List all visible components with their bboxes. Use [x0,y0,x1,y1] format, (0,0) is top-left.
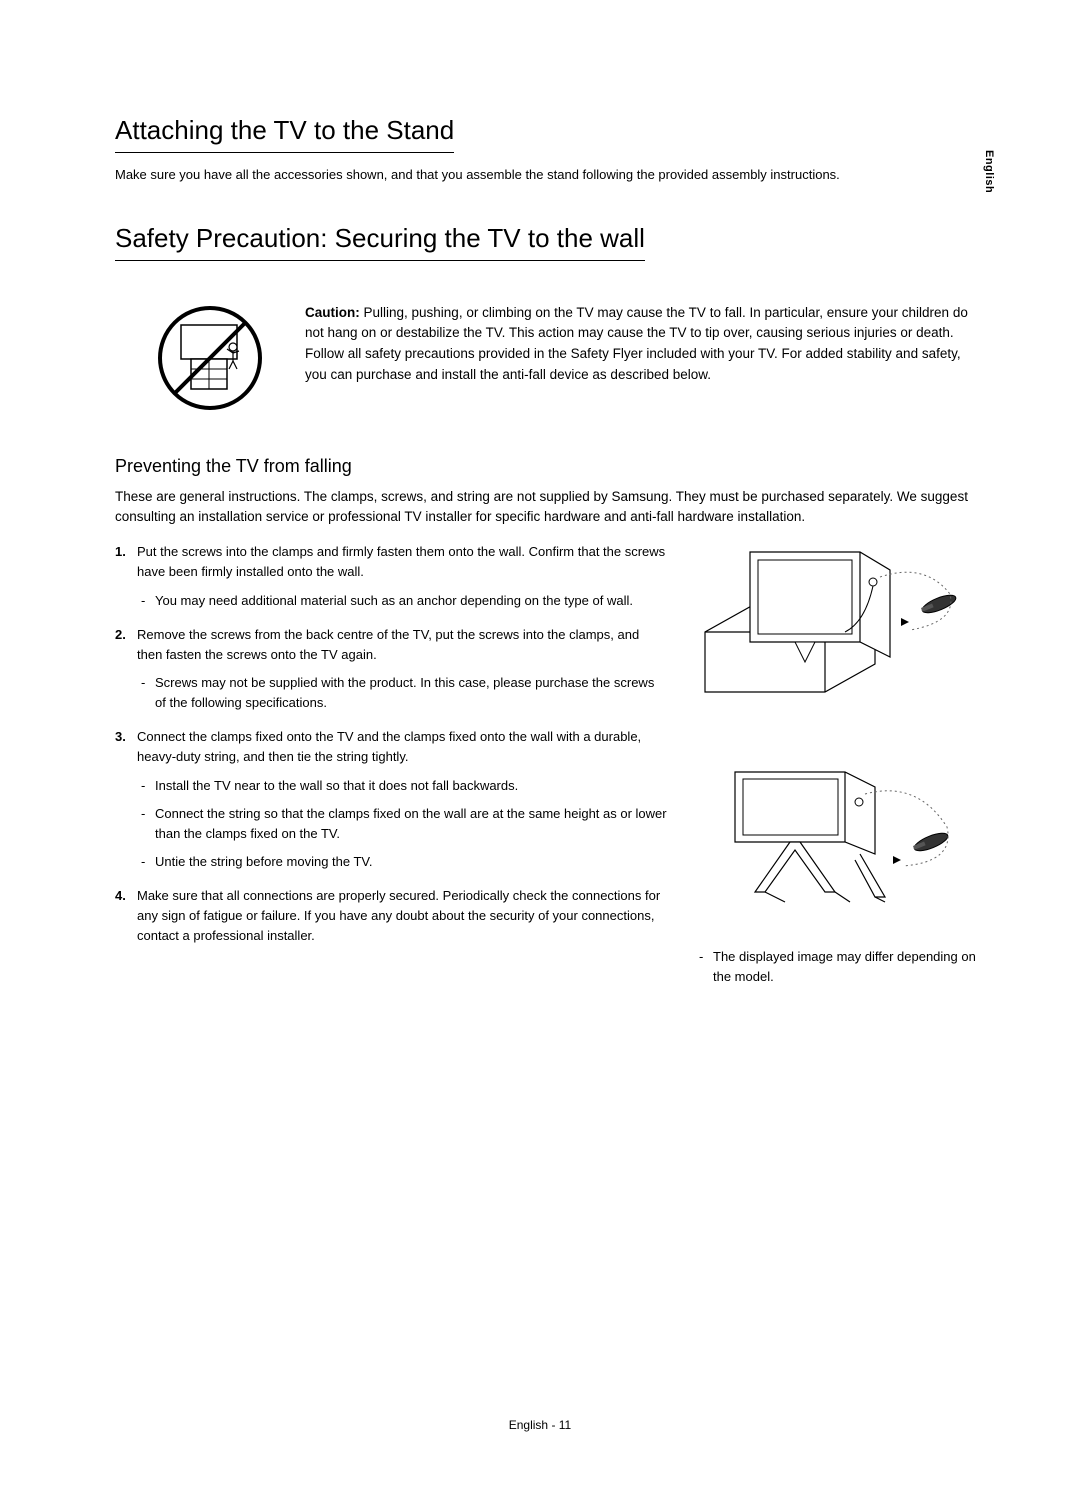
caution-body: Pulling, pushing, or climbing on the TV … [305,305,968,383]
step-sublist: Screws may not be supplied with the prod… [137,673,667,713]
tv-on-stand-illustration [695,762,980,927]
step-sub-item: Connect the string so that the clamps fi… [137,804,667,844]
section1-heading: Attaching the TV to the Stand [115,115,454,153]
no-climb-icon [115,303,265,418]
step-sub-item: Install the TV near to the wall so that … [137,776,667,796]
caution-text: Caution: Pulling, pushing, or climbing o… [305,303,980,418]
step-sub-item: You may need additional material such as… [137,591,667,611]
section3-heading: Preventing the TV from falling [115,456,980,477]
steps-column: Put the screws into the clamps and firml… [115,542,667,986]
section3-general: These are general instructions. The clam… [115,487,980,529]
language-tab: English [983,150,995,193]
step-text: Put the screws into the clamps and firml… [137,544,665,579]
page-footer: English - 11 [0,1418,1080,1432]
figure-caption: The displayed image may differ depending… [695,947,980,986]
section1-intro: Make sure you have all the accessories s… [115,165,980,185]
step-sub-item: Untie the string before moving the TV. [137,852,667,872]
two-column-layout: Put the screws into the clamps and firml… [115,542,980,986]
section2-heading: Safety Precaution: Securing the TV to th… [115,223,645,261]
step-text: Make sure that all connections are prope… [137,888,660,943]
step-item: Remove the screws from the back centre o… [115,625,667,714]
step-sublist: You may need additional material such as… [137,591,667,611]
figure-column: The displayed image may differ depending… [695,542,980,986]
step-item: Connect the clamps fixed onto the TV and… [115,727,667,872]
caution-label: Caution: [305,305,360,320]
step-text: Connect the clamps fixed onto the TV and… [137,729,641,764]
step-sublist: Install the TV near to the wall so that … [137,776,667,873]
step-sub-item: Screws may not be supplied with the prod… [137,673,667,713]
step-item: Make sure that all connections are prope… [115,886,667,946]
caution-row: Caution: Pulling, pushing, or climbing o… [115,303,980,418]
steps-list: Put the screws into the clamps and firml… [115,542,667,946]
section1-heading-wrap: Attaching the TV to the Stand [115,115,980,165]
section2-heading-wrap: Safety Precaution: Securing the TV to th… [115,223,980,273]
step-item: Put the screws into the clamps and firml… [115,542,667,610]
tv-on-cabinet-illustration [695,542,980,742]
step-text: Remove the screws from the back centre o… [137,627,639,662]
